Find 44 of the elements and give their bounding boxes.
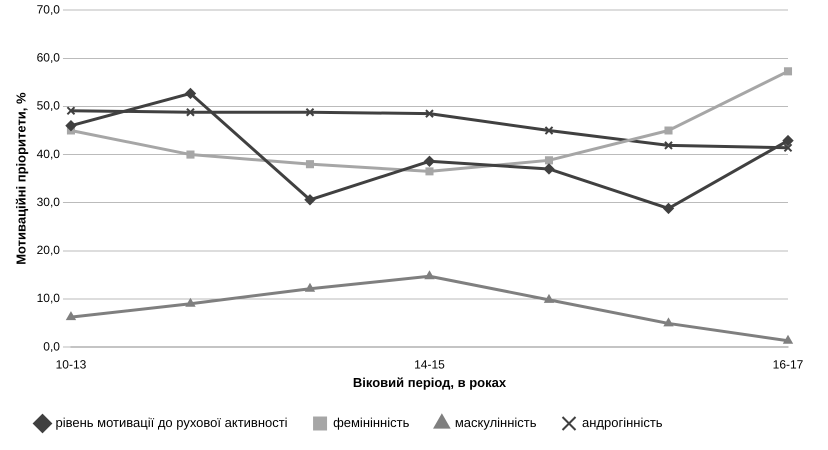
- point: [544, 294, 554, 303]
- point: [782, 135, 794, 146]
- y-tick-label: 60,0: [36, 50, 60, 65]
- legend-label: рівень мотивації до рухової активності: [56, 415, 288, 430]
- point: [544, 126, 554, 136]
- x-axis-title: Віковий період, в роках: [352, 374, 507, 390]
- point: [305, 108, 315, 117]
- point: [664, 140, 674, 150]
- point: [305, 283, 315, 292]
- point: [66, 106, 76, 116]
- point: [544, 156, 554, 164]
- legend-label: фемінінність: [333, 415, 410, 430]
- point: [425, 167, 434, 176]
- point: [186, 150, 194, 159]
- y-tick-label: 50,0: [36, 98, 60, 113]
- x-tick-label: 10-13: [56, 358, 87, 372]
- point: [424, 109, 434, 118]
- point: [662, 202, 674, 214]
- point: [186, 108, 195, 117]
- point: [783, 335, 793, 344]
- point: [783, 143, 793, 152]
- point: [65, 120, 76, 132]
- point: [664, 318, 674, 326]
- point: [784, 67, 792, 76]
- y-tick-label: 0,0: [43, 339, 60, 354]
- y-tick-label: 30,0: [36, 194, 60, 209]
- y-tick-label: 20,0: [36, 243, 60, 258]
- x-tick-label: 14-15: [414, 358, 446, 372]
- y-tick-label: 40,0: [36, 146, 60, 161]
- point: [184, 88, 196, 99]
- point: [424, 156, 435, 167]
- point: [306, 160, 314, 168]
- point: [424, 270, 434, 280]
- point: [186, 298, 196, 307]
- point: [304, 194, 316, 206]
- point: [543, 163, 554, 174]
- legend-label: андрогінність: [582, 415, 663, 430]
- x-tick-label: 16-17: [772, 358, 804, 372]
- point: [66, 312, 76, 320]
- legend-label: маскулінність: [454, 415, 537, 430]
- y-tick-label: 70,0: [36, 2, 60, 17]
- y-tick-label: 10,0: [36, 291, 60, 306]
- point: [664, 126, 673, 135]
- y-axis-title: Мотиваційні пріоритети, %: [13, 92, 28, 265]
